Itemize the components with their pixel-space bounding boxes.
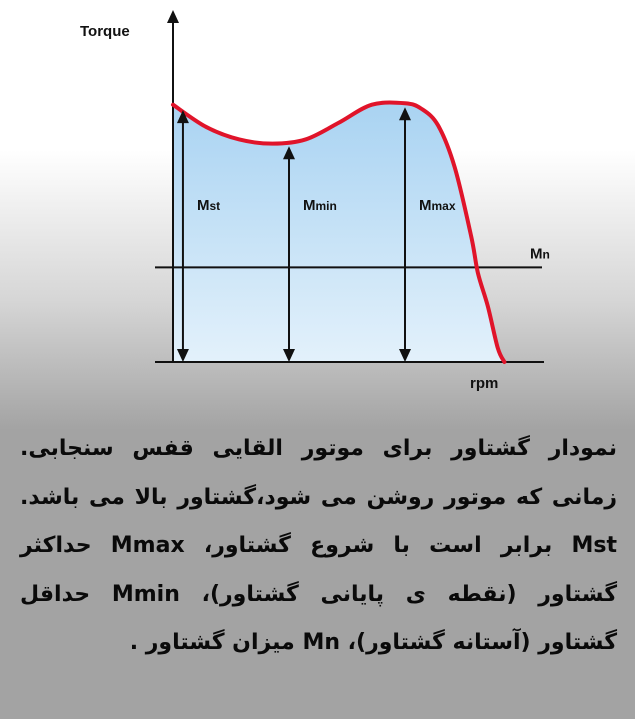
torque-curve-line — [171, 100, 507, 364]
curve-fill-area — [173, 102, 505, 362]
nominal-torque-label: Mn — [530, 245, 550, 262]
caption-text: نمودار گشتاور برای موتور القایی قفس سنجا… — [20, 425, 617, 713]
caption-paragraph: نمودار گشتاور برای موتور القایی قفس سنجا… — [20, 436, 617, 655]
marker-label: Mmax — [419, 197, 456, 214]
marker-label: Mmin — [303, 197, 337, 214]
marker-arrow-head-bottom — [283, 349, 295, 362]
marker-arrow-head-top — [176, 110, 189, 124]
marker-arrow-head-top — [399, 107, 411, 121]
torque-chart: Mst Mmin Mmax Torque rpm Mn — [80, 10, 550, 392]
marker-arrow-head-bottom — [399, 349, 411, 362]
marker-label: Mst — [197, 197, 220, 214]
marker-arrow-head-bottom — [176, 349, 189, 362]
y-axis-label: Torque — [80, 23, 130, 40]
marker-arrow-head-top — [283, 146, 295, 160]
x-axis-label: rpm — [470, 375, 498, 392]
y-axis-arrowhead — [167, 10, 179, 23]
torque-speed-plot: Mst Mmin Mmax Torque rpm Mn — [80, 10, 550, 392]
